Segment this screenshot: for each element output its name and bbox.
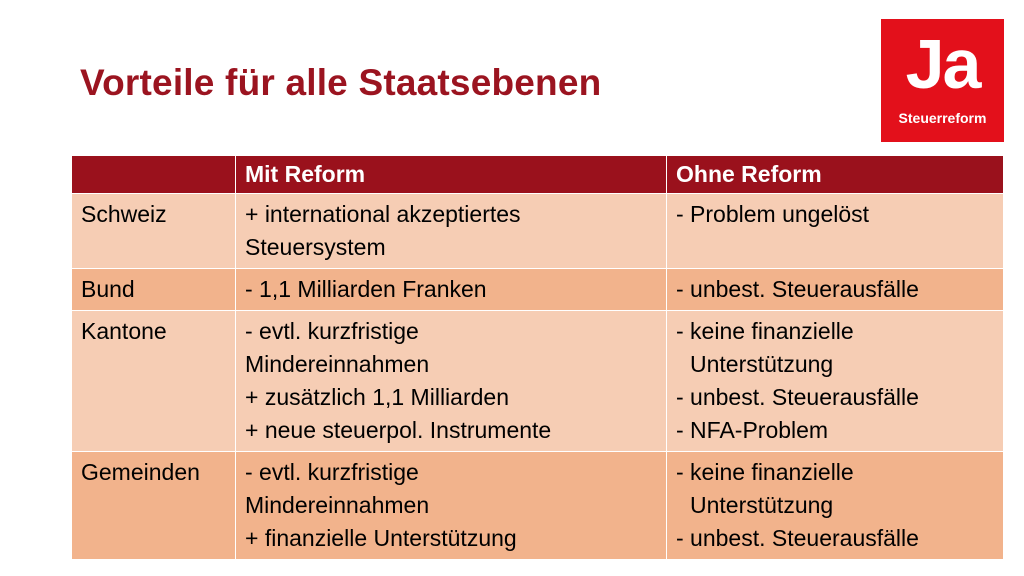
cell-line: - keine finanzielle xyxy=(676,318,854,344)
slide-title: Vorteile für alle Staatsebenen xyxy=(80,62,602,103)
cell-line: + finanzielle Unterstützung xyxy=(245,525,517,551)
header-mit-reform: Mit Reform xyxy=(235,155,667,194)
row-label: Bund xyxy=(71,268,236,311)
cell-line: + neue steuerpol. Instrumente xyxy=(245,417,552,443)
row-label: Schweiz xyxy=(71,193,236,269)
cell-line: - unbest. Steuerausfälle xyxy=(676,276,919,302)
cell-line: - NFA-Problem xyxy=(676,417,829,443)
cell-line: - 1,1 Milliarden Franken xyxy=(245,276,487,302)
cell-line: - unbest. Steuerausfälle xyxy=(676,384,919,410)
cell-mit-reform: - evtl. kurzfristige Mindereinnahmen + z… xyxy=(235,310,667,452)
table-row-schweiz: Schweiz + international akzeptiertes Ste… xyxy=(71,193,1004,269)
cell-mit-reform: + international akzeptiertes Steuersyste… xyxy=(235,193,667,269)
cell-line: - evtl. kurzfristige xyxy=(245,459,419,485)
table-row-bund: Bund - 1,1 Milliarden Franken - unbest. … xyxy=(71,268,1004,311)
table-row-gemeinden: Gemeinden - evtl. kurzfristige Minderein… xyxy=(71,451,1004,560)
cell-mit-reform: - evtl. kurzfristige Mindereinnahmen + f… xyxy=(235,451,667,560)
cell-ohne-reform: - unbest. Steuerausfälle xyxy=(666,268,1004,311)
row-label: Gemeinden xyxy=(71,451,236,560)
header-empty-cell xyxy=(71,155,236,194)
cell-line: Steuersystem xyxy=(245,234,386,260)
header-ohne-reform: Ohne Reform xyxy=(666,155,1004,194)
table-header-row: Mit Reform Ohne Reform xyxy=(71,155,1004,194)
cell-line: Unterstützung xyxy=(690,351,834,377)
cell-line: Mindereinnahmen xyxy=(245,492,430,518)
cell-line: + international akzeptiertes xyxy=(245,201,521,227)
cell-line: - Problem ungelöst xyxy=(676,201,870,227)
cell-mit-reform: - 1,1 Milliarden Franken xyxy=(235,268,667,311)
cell-line: Mindereinnahmen xyxy=(245,351,430,377)
cell-ohne-reform: - keine finanzielle Unterstützung - unbe… xyxy=(666,310,1004,452)
cell-line: - unbest. Steuerausfälle xyxy=(676,525,919,551)
ja-steuerreform-logo: Ja Steuerreform xyxy=(881,19,1004,142)
table-row-kantone: Kantone - evtl. kurzfristige Mindereinna… xyxy=(71,310,1004,452)
cell-line: Unterstützung xyxy=(690,492,834,518)
row-label: Kantone xyxy=(71,310,236,452)
logo-ja-text: Ja xyxy=(905,25,982,103)
cell-line: + zusätzlich 1,1 Milliarden xyxy=(245,384,509,410)
cell-line: - evtl. kurzfristige xyxy=(245,318,419,344)
comparison-table: Mit Reform Ohne Reform Schweiz + interna… xyxy=(71,155,1004,560)
cell-ohne-reform: - keine finanzielle Unterstützung - unbe… xyxy=(666,451,1004,560)
cell-line: - keine finanzielle xyxy=(676,459,854,485)
logo-subtitle: Steuerreform xyxy=(898,110,987,126)
cell-ohne-reform: - Problem ungelöst xyxy=(666,193,1004,269)
